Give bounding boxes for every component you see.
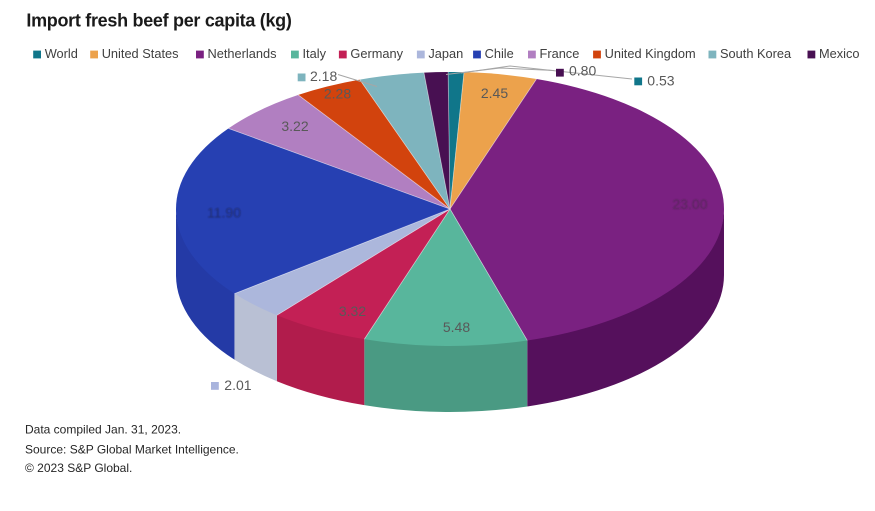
svg-text:South Korea: South Korea <box>720 46 792 61</box>
svg-text:Data compiled Jan. 31, 2023.: Data compiled Jan. 31, 2023. <box>25 423 181 437</box>
svg-text:Chile: Chile <box>485 46 514 61</box>
svg-text:© 2023 S&P Global.: © 2023 S&P Global. <box>25 461 132 475</box>
svg-text:Japan: Japan <box>428 46 463 61</box>
svg-text:5.48: 5.48 <box>443 319 470 335</box>
svg-text:Import fresh beef per capita (: Import fresh beef per capita (kg) <box>26 11 291 31</box>
svg-text:United States: United States <box>102 46 179 61</box>
svg-text:United Kingdom: United Kingdom <box>605 46 696 61</box>
svg-text:0.53: 0.53 <box>647 73 674 89</box>
svg-text:2.01: 2.01 <box>224 377 251 393</box>
svg-text:Source: S&P Global Market Inte: Source: S&P Global Market Intelligence. <box>25 443 239 457</box>
svg-text:2.18: 2.18 <box>310 68 337 84</box>
svg-text:2.28: 2.28 <box>324 86 351 102</box>
svg-text:World: World <box>45 46 78 61</box>
svg-text:France: France <box>540 46 580 61</box>
svg-text:23.00: 23.00 <box>672 196 707 212</box>
svg-text:0.80: 0.80 <box>569 63 596 79</box>
svg-text:3.22: 3.22 <box>281 118 308 134</box>
svg-text:Netherlands: Netherlands <box>208 46 277 61</box>
svg-text:3.32: 3.32 <box>339 303 366 319</box>
svg-text:Germany: Germany <box>350 46 403 61</box>
svg-text:Mexico: Mexico <box>819 46 860 61</box>
svg-text:11.90: 11.90 <box>207 205 241 221</box>
svg-text:2.45: 2.45 <box>481 85 508 101</box>
svg-text:Italy: Italy <box>303 46 327 61</box>
